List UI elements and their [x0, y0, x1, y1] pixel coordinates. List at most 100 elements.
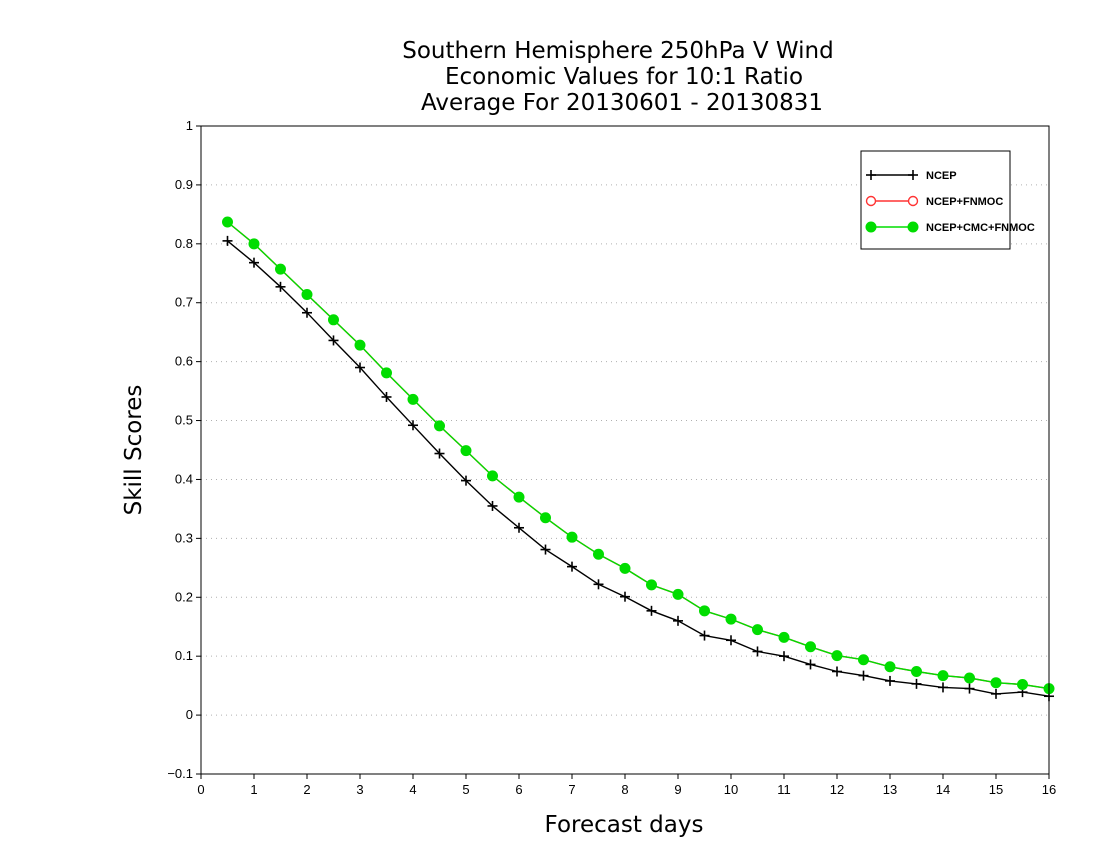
- x-tick-label: 16: [1042, 782, 1056, 797]
- ncep-cmc-fnmoc-point: [566, 531, 578, 543]
- x-tick-label: 8: [621, 782, 628, 797]
- ncep-point: [726, 635, 736, 646]
- ncep-point: [911, 678, 922, 689]
- legend-ncep-fnmoc-point: [907, 195, 919, 207]
- ncep-cmc-fnmoc-point: [805, 641, 816, 653]
- ncep-cmc-fnmoc-point: [858, 654, 869, 666]
- ncep-cmc-fnmoc-point: [937, 670, 949, 682]
- y-tick-label: 1: [186, 118, 193, 133]
- ncep-cmc-fnmoc-point: [407, 393, 419, 405]
- ncep-point: [805, 659, 816, 670]
- ncep-cmc-fnmoc-point: [619, 562, 631, 574]
- x-tick-label: 14: [936, 782, 950, 797]
- y-axis: −0.1 0 0.1 0.2 0.3 0.4 0.5 0.6 0.7 0.8 0.9 1: [167, 118, 201, 781]
- x-axis: 0 1 2 3 4 5 6 7 8 9 10 11 12 13 14 15 16: [197, 774, 1056, 797]
- y-tick-label: 0.2: [175, 589, 193, 604]
- ncep-point: [567, 561, 577, 572]
- ncep-point: [302, 307, 312, 318]
- legend-ncep-cmc-fnmoc-point: [907, 221, 919, 233]
- chart-title: Southern Hemisphere 250hPa V Wind Econom…: [402, 38, 833, 116]
- ncep-cmc-fnmoc-point: [911, 665, 922, 677]
- legend-entry-ncep-cmc-fnmoc: NCEP+CMC+FNMOC: [865, 221, 1035, 234]
- ncep-point: [699, 630, 710, 641]
- chart-title-line-3: Average For 20130601 - 20130831: [421, 90, 823, 116]
- ncep-cmc-fnmoc-point: [593, 548, 604, 560]
- legend-ncep-point: [866, 170, 876, 180]
- x-tick-label: 5: [462, 782, 469, 797]
- y-tick-label: 0: [186, 707, 193, 722]
- series-ncep: [222, 235, 1054, 702]
- x-tick-label: 9: [674, 782, 681, 797]
- ncep-point: [249, 257, 259, 268]
- ncep-point: [938, 682, 948, 693]
- ncep-point: [434, 448, 445, 459]
- legend-ncep-fnmoc-point: [865, 195, 877, 207]
- x-tick-label: 4: [409, 782, 416, 797]
- ncep-point: [408, 420, 418, 431]
- ncep-point: [858, 670, 869, 681]
- ncep-point: [832, 666, 842, 677]
- ncep-point: [620, 591, 630, 602]
- ncep-cmc-fnmoc-point: [725, 613, 737, 625]
- y-tick-label: 0.8: [175, 236, 193, 251]
- legend: NCEP NCEP+FNMOC NCEP+CMC+FNMOC: [860, 150, 1035, 250]
- ncep-point: [355, 362, 365, 373]
- ncep-cmc-fnmoc-point: [831, 650, 843, 662]
- ncep-point: [752, 646, 763, 657]
- ncep-cmc-fnmoc-point: [672, 588, 684, 600]
- ncep-point: [673, 615, 683, 626]
- legend-label: NCEP+FNMOC: [926, 196, 1003, 208]
- ncep-cmc-fnmoc-point: [778, 631, 790, 643]
- legend-entry-ncep: NCEP: [866, 170, 957, 182]
- x-tick-label: 11: [777, 782, 791, 797]
- ncep-cmc-fnmoc-point: [884, 661, 896, 673]
- y-tick-label: 0.1: [175, 648, 193, 663]
- x-tick-label: 3: [356, 782, 363, 797]
- y-tick-label: −0.1: [167, 766, 193, 781]
- y-tick-label: 0.3: [175, 530, 193, 545]
- ncep-cmc-fnmoc-point: [752, 624, 763, 636]
- ncep-cmc-fnmoc-point: [222, 216, 233, 228]
- series-ncep-cmc-fnmoc: [222, 216, 1055, 695]
- ncep-cmc-fnmoc-point: [328, 314, 339, 326]
- x-tick-label: 1: [250, 782, 257, 797]
- ncep-point: [964, 683, 975, 694]
- ncep-point: [885, 675, 895, 686]
- ncep-cmc-fnmoc-point: [248, 238, 260, 250]
- x-tick-label: 12: [830, 782, 844, 797]
- ncep-point: [461, 475, 471, 486]
- legend-entry-ncep-fnmoc: NCEP+FNMOC: [865, 195, 1003, 208]
- ncep-cmc-fnmoc-point: [275, 263, 286, 275]
- x-tick-label: 7: [568, 782, 575, 797]
- legend-ncep-point: [908, 170, 918, 180]
- legend-entries: NCEP NCEP+FNMOC NCEP+CMC+FNMOC: [865, 170, 1035, 234]
- x-tick-label: 2: [303, 782, 310, 797]
- ncep-point: [222, 235, 233, 246]
- legend-box: [860, 150, 1011, 250]
- ncep-cmc-fnmoc-point: [990, 677, 1002, 689]
- x-tick-label: 15: [989, 782, 1003, 797]
- ncep-point: [381, 391, 392, 402]
- ncep-point: [646, 605, 657, 616]
- x-tick-label: 13: [883, 782, 897, 797]
- series-line-ncep: [227, 240, 1050, 697]
- ncep-point: [593, 579, 604, 590]
- ncep-cmc-fnmoc-point: [646, 579, 657, 591]
- series-line-ncep-fnmoc: [227, 221, 1050, 690]
- x-tick-label: 6: [515, 782, 522, 797]
- legend-ncep-cmc-fnmoc-point: [865, 221, 877, 233]
- y-tick-label: 0.9: [175, 177, 193, 192]
- y-axis-label: Skill Scores: [121, 385, 147, 516]
- legend-label: NCEP+CMC+FNMOC: [926, 222, 1035, 234]
- grid: [201, 184, 1049, 716]
- series-ncep-fnmoc: [222, 216, 1055, 694]
- ncep-cmc-fnmoc-point: [513, 491, 525, 503]
- ncep-cmc-fnmoc-point: [460, 445, 472, 457]
- y-tick-label: 0.7: [175, 295, 193, 310]
- ncep-cmc-fnmoc-point: [699, 605, 710, 617]
- ncep-cmc-fnmoc-point: [354, 339, 366, 351]
- chart-title-line-2: Economic Values for 10:1 Ratio: [445, 64, 803, 90]
- y-tick-label: 0.4: [175, 471, 193, 486]
- ncep-point: [275, 281, 286, 292]
- ncep-point: [514, 522, 524, 533]
